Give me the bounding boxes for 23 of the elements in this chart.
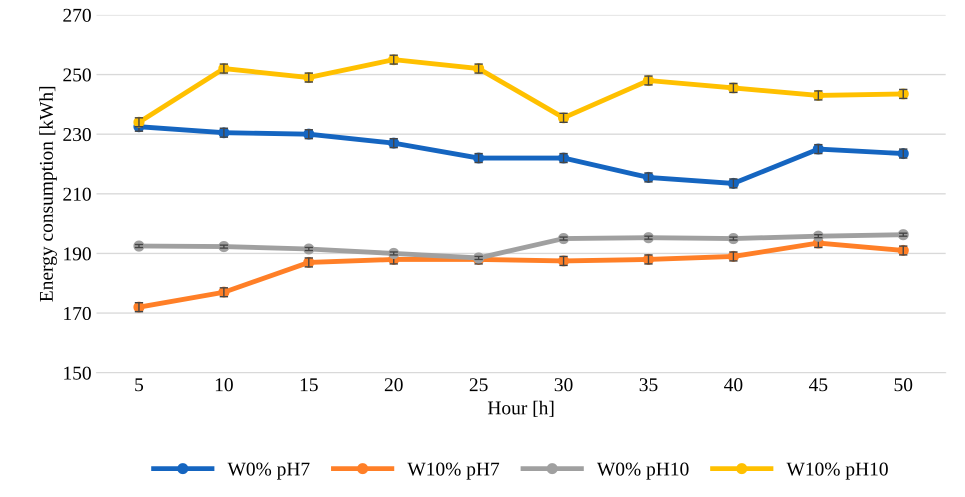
y-tick-label: 250	[63, 68, 91, 82]
x-tick-label: 50	[894, 378, 912, 392]
y-tick-label: 190	[64, 247, 91, 260]
legend-label: W10% pH7	[407, 462, 500, 480]
x-tick-label: 10	[216, 378, 233, 392]
x-tick-label: 35	[640, 378, 658, 392]
legend-label: W0% pH7	[228, 462, 310, 480]
x-axis-title: Hour [h]	[488, 400, 554, 417]
y-tick-label: 230	[63, 128, 91, 142]
x-tick-label: 45	[808, 378, 828, 392]
x-tick-label: 15	[300, 378, 318, 392]
x-tick-label: 25	[470, 378, 488, 392]
y-tick-label: 170	[64, 306, 91, 320]
legend-label: W10% pH10	[786, 462, 888, 480]
x-tick-label: 20	[384, 378, 403, 392]
x-tick-label: 40	[724, 378, 742, 392]
y-axis-title: Energy consumption [kWh]	[39, 86, 57, 302]
y-tick-label: 150	[64, 366, 91, 380]
x-tick-label: 5	[135, 378, 144, 392]
legend-label: W0% pH10	[596, 462, 689, 480]
y-tick-label: 210	[63, 188, 91, 201]
x-tick-label: 30	[554, 378, 573, 392]
y-tick-label: 270	[63, 8, 91, 22]
